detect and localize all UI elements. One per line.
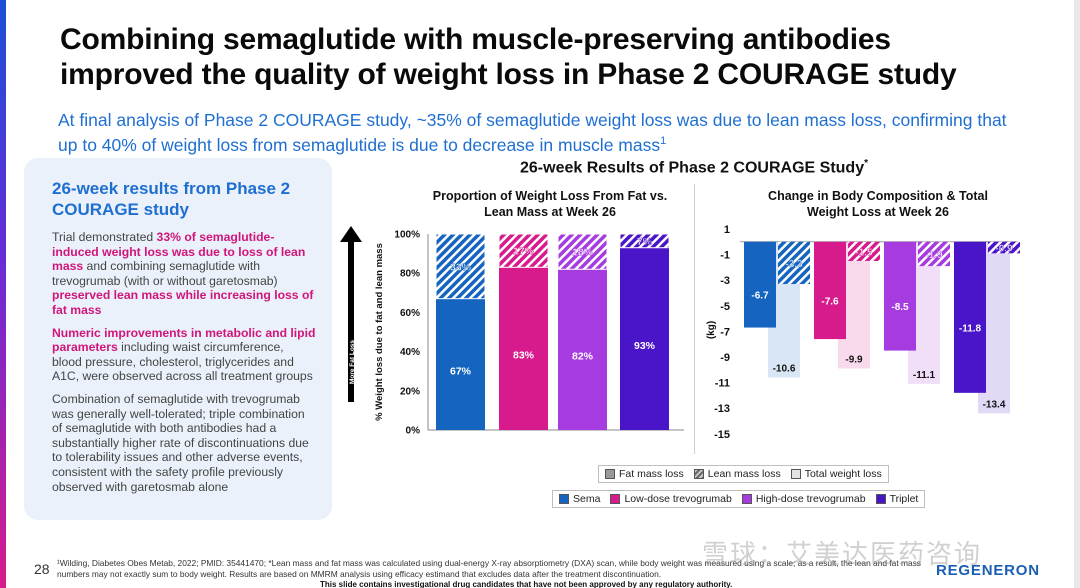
proportion-stacked-bar-chart: More Fat Loss % Weight loss due to fat an… [340, 226, 684, 437]
label-fat-sema: 67% [450, 365, 472, 377]
fat-mass-swatch [605, 469, 615, 479]
chart2-ytick: -11 [715, 378, 730, 390]
chart1-ytick: 40% [400, 347, 420, 358]
bar-lean-high-dose [918, 241, 950, 267]
label-fat-low-dose: -7.6 [821, 296, 839, 307]
bar-lean-triplet [988, 241, 1020, 254]
legend-high-dose: High-dose trevogrumab [741, 493, 866, 505]
triplet-swatch [875, 494, 886, 504]
bar-lean-high-dose [557, 233, 608, 270]
up-arrow-icon [340, 226, 362, 242]
label-lean-low-dose: 17% [513, 246, 535, 258]
chart1-ytick: 20% [400, 386, 420, 397]
label-lean-triplet: 7% [637, 236, 653, 248]
chart2-ytick: -5 [720, 301, 730, 313]
side-paragraph-3: Combination of semaglutide with trevogru… [52, 391, 309, 494]
label-lean-sema: 33% [450, 261, 472, 273]
chart2-ytick: -9 [720, 352, 730, 364]
bar-fat-low-dose [814, 241, 846, 340]
chart2-ylabel: (kg) [706, 321, 717, 339]
label-total-sema: -10.6 [773, 363, 796, 374]
charts-divider [694, 184, 695, 454]
low-dose-swatch [610, 494, 621, 504]
chart2-ytick: -3 [720, 275, 730, 287]
charts-heading: 26-week Results of Phase 2 COURAGE Study… [520, 158, 869, 177]
chart1-ytick: 0% [406, 426, 421, 437]
label-lean-high-dose: -1.9 [925, 250, 943, 261]
label-total-triplet: -13.4 [983, 399, 1006, 410]
slide-title: Combining semaglutide with muscle-preser… [60, 23, 957, 91]
legend-triplet: Triplet [875, 493, 918, 505]
lean-mass-swatch [693, 469, 704, 479]
mass-legend: Fat mass loss Lean mass loss Total weigh… [598, 465, 889, 483]
bar-fat-triplet [954, 241, 986, 393]
legend-low-dose: Low-dose trevogrumab [610, 493, 732, 505]
chart2-ytick: -15 [714, 429, 730, 441]
disclaimer: This slide contains investigational drug… [320, 580, 733, 588]
chart2-title: Change in Body Composition & Total Weigh… [768, 189, 988, 219]
label-lean-high-dose: 18% [572, 247, 594, 259]
label-fat-high-dose: 82% [572, 351, 594, 363]
chart2-ytick: -13 [714, 403, 730, 415]
bar-fat-low-dose [499, 267, 548, 430]
side-paragraph-2: Numeric improvements in metabolic and li… [52, 325, 316, 384]
label-fat-high-dose: -8.5 [891, 302, 909, 313]
label-lean-triplet: -0.9 [995, 244, 1013, 255]
chart1-ytick: 80% [400, 269, 420, 280]
label-fat-sema: -6.7 [751, 291, 769, 302]
high-dose-swatch [741, 494, 752, 504]
legend-total-weight: Total weight loss [790, 468, 882, 480]
bar-fat-sema [744, 241, 776, 328]
slide-subtitle: At final analysis of Phase 2 COURAGE stu… [58, 110, 1007, 155]
bar-lean-low-dose [848, 241, 880, 261]
more-fat-loss-arrow-shaft [348, 242, 354, 402]
total-weight-swatch [790, 469, 801, 479]
arrow-label: More Fat Loss [349, 340, 356, 384]
footnote: ¹Wilding, Diabetes Obes Metab, 2022; PMI… [57, 558, 921, 579]
bar-lean-sema [435, 233, 486, 300]
bar-lean-low-dose [498, 233, 549, 268]
page-number: 28 [34, 561, 50, 577]
bar-fat-high-dose [558, 269, 607, 430]
chart1-ytick: 60% [400, 308, 420, 319]
legend-sema: Sema [559, 493, 600, 505]
chart2-ytick: 1 [724, 224, 730, 236]
bar-fat-sema [436, 298, 485, 430]
label-total-low-dose: -9.9 [845, 355, 863, 366]
chart2-ytick: -1 [720, 250, 730, 262]
bar-fat-high-dose [884, 241, 916, 351]
legend-lean-mass: Lean mass loss [693, 468, 781, 480]
regeneron-logo: REGENERON [936, 562, 1040, 579]
watermark: 雪球：艾美达医药咨询 [702, 539, 983, 569]
accent-bar [0, 0, 6, 588]
side-panel-title: 26-week results from Phase 2 COURAGE stu… [52, 179, 291, 219]
label-lean-sema: -3.3 [785, 259, 803, 270]
chart1-ylabel: % Weight loss due to fat and lean mass [374, 243, 385, 421]
group-legend: Sema Low-dose trevogrumab High-dose trev… [552, 490, 926, 508]
bar-fat-triplet [620, 247, 669, 430]
body-composition-bar-chart: (kg) 1 -1 -3 -5 -7 -9 -11 -13 -15 -10.6 -6.7 -3.3 -9.… [706, 224, 1020, 441]
bar-lean-sema [778, 241, 810, 285]
chart2-ytick: -7 [720, 326, 730, 338]
label-total-high-dose: -11.1 [913, 370, 936, 381]
label-fat-low-dose: 83% [513, 350, 535, 362]
side-paragraph-1: Trial demonstrated 33% of semaglutide-in… [52, 230, 314, 317]
label-lean-low-dose: -1.5 [855, 247, 873, 258]
label-fat-triplet: 93% [634, 340, 656, 352]
side-panel: 26-week results from Phase 2 COURAGE stu… [24, 158, 332, 520]
sema-swatch [559, 494, 569, 504]
bar-lean-triplet [619, 233, 670, 249]
slide-edge [1074, 0, 1080, 588]
chart1-title: Proportion of Weight Loss From Fat vs. L… [432, 189, 668, 219]
legend-fat-mass: Fat mass loss [605, 468, 684, 480]
label-fat-triplet: -11.8 [959, 323, 982, 334]
chart1-ytick: 100% [394, 230, 420, 241]
